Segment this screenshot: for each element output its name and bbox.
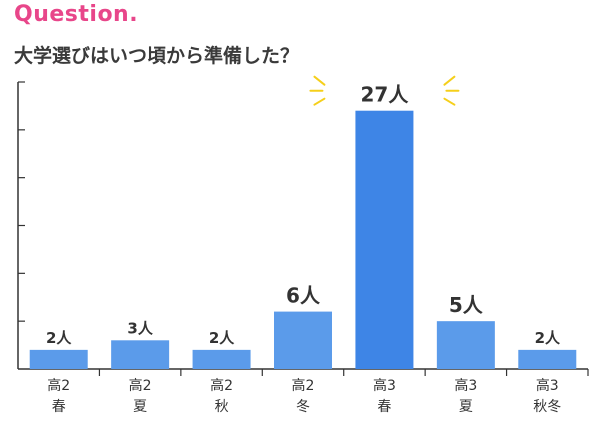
bar <box>29 349 88 369</box>
category-label: 春 <box>377 399 391 415</box>
category-label: 高2 <box>292 377 315 394</box>
bar <box>274 311 332 369</box>
category-label: 高2 <box>129 377 152 394</box>
bar <box>111 340 170 369</box>
category-label: 高2 <box>210 377 233 394</box>
category-label: 夏 <box>133 399 147 415</box>
highlight-sparkle <box>443 97 456 106</box>
data-label: 3人 <box>127 319 153 337</box>
category-label: 高3 <box>373 377 396 394</box>
bar <box>436 321 495 369</box>
category-label: 夏 <box>459 399 473 415</box>
data-label: 6人 <box>286 284 321 308</box>
data-label: 2人 <box>535 329 561 347</box>
data-label: 2人 <box>46 329 72 347</box>
chart-title: 大学選びはいつ頃から準備した？ <box>14 45 300 67</box>
bar <box>192 349 251 369</box>
bar <box>355 110 414 369</box>
data-label: 27人 <box>361 83 410 107</box>
highlight-sparkle <box>443 75 456 86</box>
highlight-sparkle <box>313 75 326 86</box>
category-label: 高3 <box>536 377 559 394</box>
bar <box>518 349 577 369</box>
category-label: 秋冬 <box>533 399 561 415</box>
category-label: 春 <box>52 399 66 415</box>
category-label: 冬 <box>296 399 310 415</box>
category-label: 高3 <box>454 377 477 394</box>
data-label: 2人 <box>209 329 235 347</box>
category-label: 秋 <box>215 399 229 415</box>
highlight-sparkle <box>313 97 326 106</box>
question-heading: Question. <box>14 2 139 27</box>
data-label: 5人 <box>449 293 484 317</box>
category-label: 高2 <box>47 377 70 394</box>
